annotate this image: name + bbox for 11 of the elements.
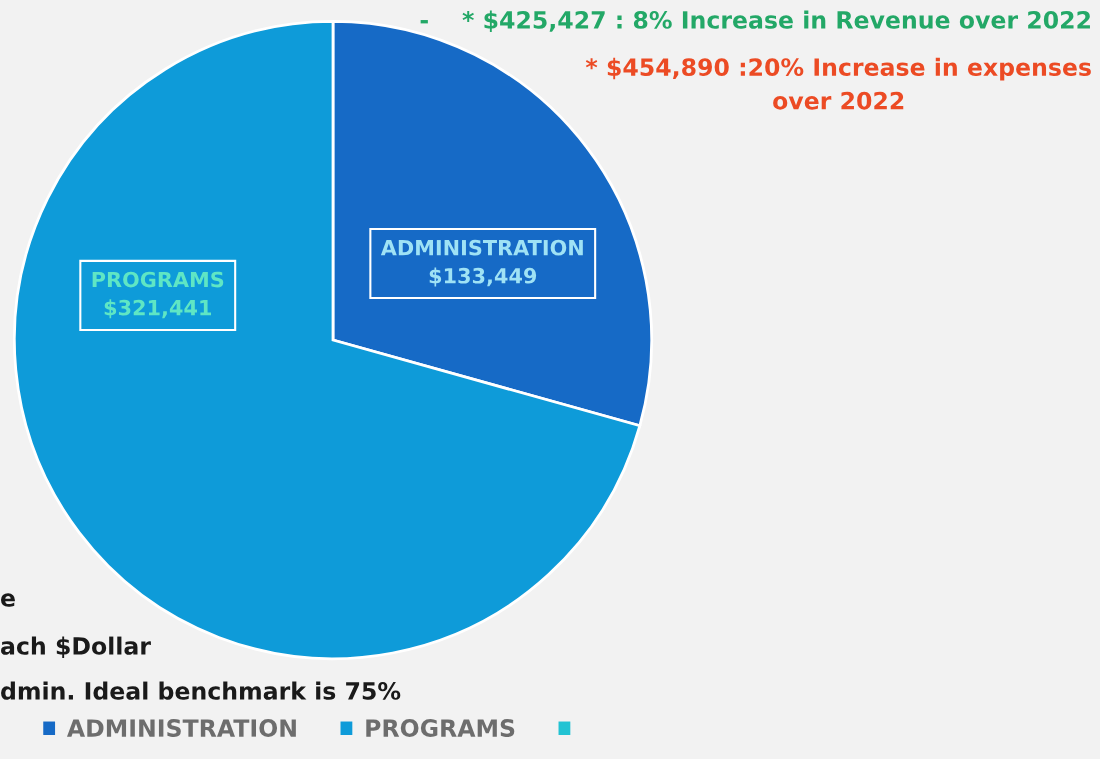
slice-label: ADMINISTRATION (380, 239, 583, 256)
text: - * $425,427 : 8% Increase in Revenue over 2022 (420, 10, 1090, 32)
text: * $454,890 :20% Increase in expenses over 2022 (585, 57, 1091, 110)
data-label: $133,449 (429, 267, 537, 287)
slice-label: PROGRAMS (92, 271, 224, 288)
text: e (1, 593, 15, 607)
text: dmin. Ideal benchmark is 75% (1, 681, 401, 700)
data-label: $321,441 (104, 299, 212, 319)
text: ach $Dollar (1, 636, 151, 658)
legend-label: ADMINISTRATION (66, 719, 296, 737)
legend-label: PROGRAMS (366, 719, 515, 737)
